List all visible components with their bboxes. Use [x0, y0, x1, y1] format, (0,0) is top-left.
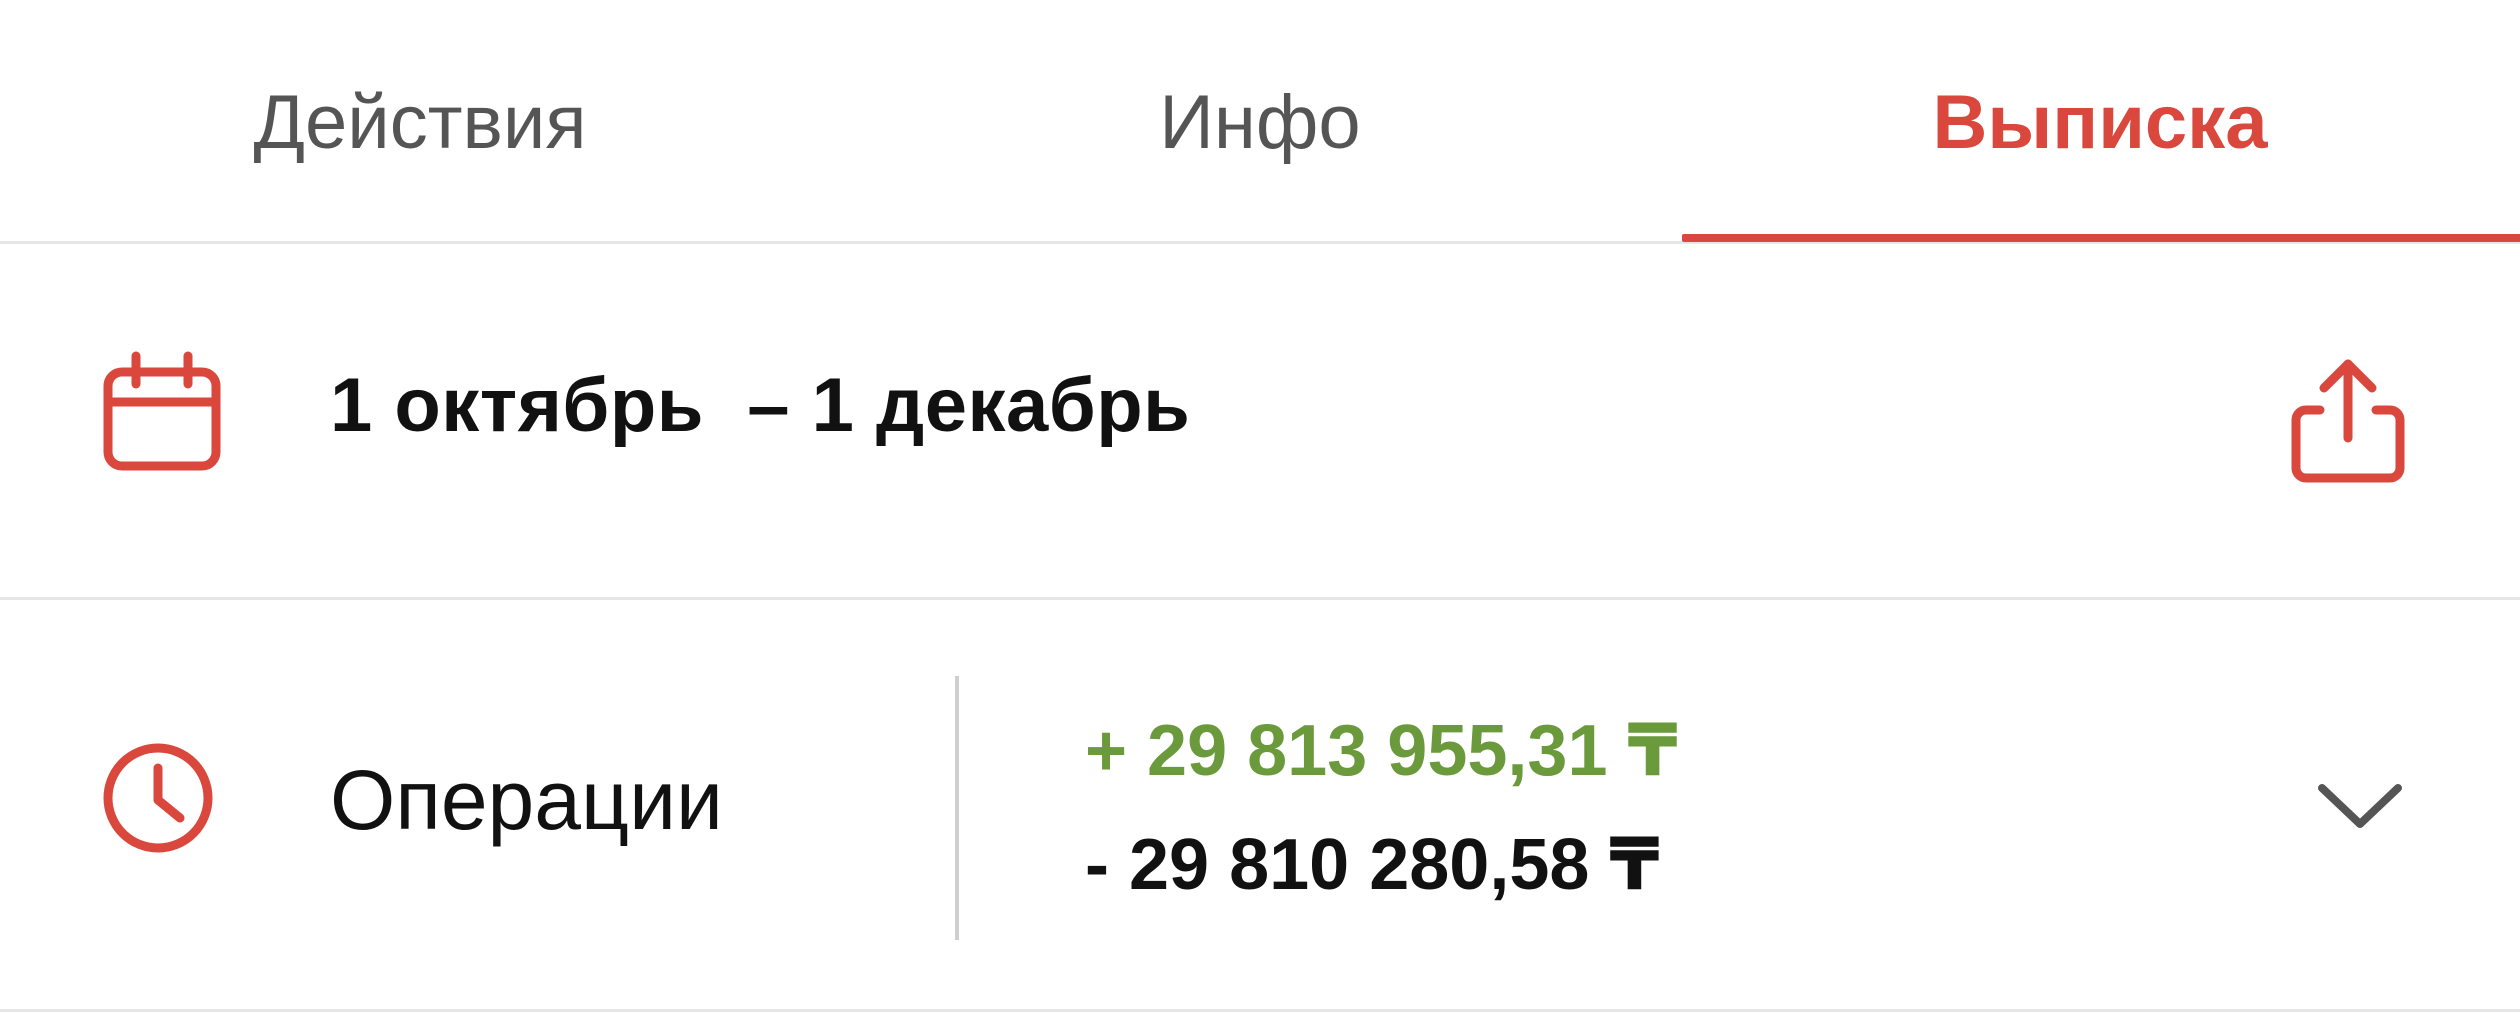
vertical-divider [955, 676, 959, 940]
chevron-down-icon[interactable] [2310, 770, 2410, 840]
tab-info[interactable]: Инфо [1159, 79, 1361, 165]
period-row[interactable]: 1 октябрь – 1 декабрь [0, 244, 2520, 600]
operations-row[interactable]: Операции + 29 813 955,31 ₸ - 29 810 280,… [0, 600, 2520, 1012]
income-amount: + 29 813 955,31 ₸ [1085, 711, 1678, 791]
calendar-icon [103, 351, 221, 471]
tab-bar: Действия Инфо Выписка [0, 0, 2520, 244]
tab-actions[interactable]: Действия [253, 79, 587, 165]
tab-statement[interactable]: Выписка [1932, 79, 2268, 165]
share-icon[interactable] [2280, 352, 2416, 488]
operations-label: Операции [330, 753, 723, 847]
clock-icon [103, 743, 213, 853]
active-tab-indicator [1682, 234, 2520, 242]
period-range-text[interactable]: 1 октябрь – 1 декабрь [330, 363, 1191, 448]
expense-amount: - 29 810 280,58 ₸ [1085, 825, 1660, 905]
